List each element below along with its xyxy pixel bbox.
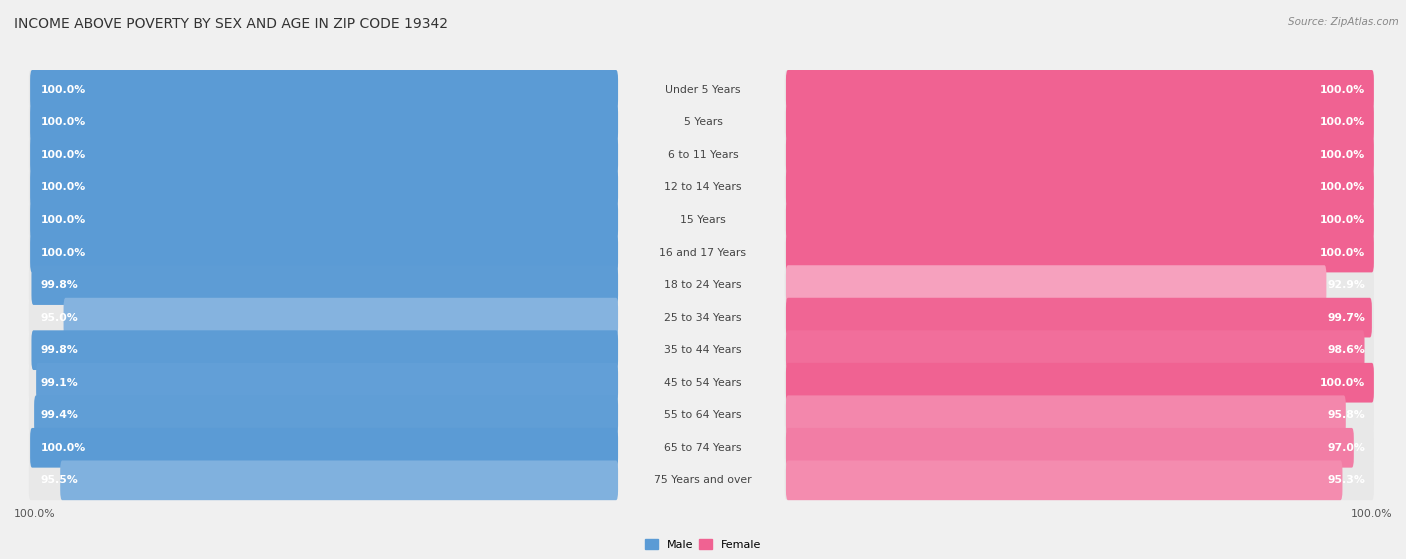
Text: 25 to 34 Years: 25 to 34 Years: [664, 312, 742, 323]
FancyBboxPatch shape: [28, 395, 619, 435]
Text: 99.4%: 99.4%: [41, 410, 79, 420]
Text: 100.0%: 100.0%: [41, 248, 86, 258]
Text: 100.0%: 100.0%: [41, 85, 86, 95]
Text: Under 5 Years: Under 5 Years: [665, 85, 741, 95]
Text: 100.0%: 100.0%: [41, 443, 86, 453]
FancyBboxPatch shape: [28, 265, 619, 305]
FancyBboxPatch shape: [28, 102, 619, 142]
FancyBboxPatch shape: [28, 461, 619, 500]
Text: 95.8%: 95.8%: [1327, 410, 1365, 420]
FancyBboxPatch shape: [785, 330, 1374, 370]
FancyBboxPatch shape: [786, 135, 1374, 175]
FancyBboxPatch shape: [30, 428, 619, 468]
Text: 15 Years: 15 Years: [681, 215, 725, 225]
FancyBboxPatch shape: [785, 461, 1374, 500]
FancyBboxPatch shape: [28, 135, 619, 175]
FancyBboxPatch shape: [31, 265, 619, 305]
Text: 99.1%: 99.1%: [41, 378, 79, 388]
Text: 97.0%: 97.0%: [1327, 443, 1365, 453]
Text: 75 Years and over: 75 Years and over: [654, 475, 752, 485]
FancyBboxPatch shape: [28, 363, 619, 402]
Legend: Male, Female: Male, Female: [640, 535, 766, 554]
Text: 18 to 24 Years: 18 to 24 Years: [664, 280, 742, 290]
FancyBboxPatch shape: [785, 428, 1374, 468]
FancyBboxPatch shape: [28, 428, 619, 468]
Text: 100.0%: 100.0%: [1320, 378, 1365, 388]
FancyBboxPatch shape: [30, 135, 619, 175]
FancyBboxPatch shape: [30, 102, 619, 142]
Text: Source: ZipAtlas.com: Source: ZipAtlas.com: [1288, 17, 1399, 27]
FancyBboxPatch shape: [786, 363, 1374, 402]
FancyBboxPatch shape: [785, 102, 1374, 142]
FancyBboxPatch shape: [30, 70, 619, 110]
FancyBboxPatch shape: [786, 200, 1374, 240]
FancyBboxPatch shape: [786, 233, 1374, 272]
FancyBboxPatch shape: [786, 168, 1374, 207]
Text: 55 to 64 Years: 55 to 64 Years: [664, 410, 742, 420]
Text: 16 and 17 Years: 16 and 17 Years: [659, 248, 747, 258]
FancyBboxPatch shape: [63, 298, 619, 338]
Text: 65 to 74 Years: 65 to 74 Years: [664, 443, 742, 453]
Text: 92.9%: 92.9%: [1327, 280, 1365, 290]
Text: 100.0%: 100.0%: [1320, 248, 1365, 258]
Text: INCOME ABOVE POVERTY BY SEX AND AGE IN ZIP CODE 19342: INCOME ABOVE POVERTY BY SEX AND AGE IN Z…: [14, 17, 449, 31]
FancyBboxPatch shape: [37, 363, 619, 402]
Text: 95.0%: 95.0%: [41, 312, 79, 323]
FancyBboxPatch shape: [30, 200, 619, 240]
FancyBboxPatch shape: [786, 395, 1346, 435]
FancyBboxPatch shape: [785, 70, 1374, 110]
Text: 100.0%: 100.0%: [41, 117, 86, 127]
FancyBboxPatch shape: [31, 330, 619, 370]
FancyBboxPatch shape: [28, 330, 619, 370]
FancyBboxPatch shape: [786, 70, 1374, 110]
Text: 5 Years: 5 Years: [683, 117, 723, 127]
FancyBboxPatch shape: [785, 298, 1374, 338]
FancyBboxPatch shape: [785, 168, 1374, 207]
Text: 6 to 11 Years: 6 to 11 Years: [668, 150, 738, 160]
FancyBboxPatch shape: [28, 233, 619, 272]
Text: 35 to 44 Years: 35 to 44 Years: [664, 345, 742, 355]
FancyBboxPatch shape: [28, 70, 619, 110]
FancyBboxPatch shape: [785, 395, 1374, 435]
FancyBboxPatch shape: [30, 233, 619, 272]
FancyBboxPatch shape: [28, 200, 619, 240]
FancyBboxPatch shape: [785, 233, 1374, 272]
Text: 100.0%: 100.0%: [41, 215, 86, 225]
FancyBboxPatch shape: [785, 135, 1374, 175]
FancyBboxPatch shape: [786, 298, 1372, 338]
FancyBboxPatch shape: [786, 102, 1374, 142]
FancyBboxPatch shape: [786, 330, 1364, 370]
Text: 100.0%: 100.0%: [1320, 85, 1365, 95]
FancyBboxPatch shape: [34, 395, 619, 435]
Text: 12 to 14 Years: 12 to 14 Years: [664, 182, 742, 192]
FancyBboxPatch shape: [28, 168, 619, 207]
FancyBboxPatch shape: [786, 461, 1343, 500]
FancyBboxPatch shape: [785, 200, 1374, 240]
FancyBboxPatch shape: [60, 461, 619, 500]
Text: 100.0%: 100.0%: [1320, 182, 1365, 192]
FancyBboxPatch shape: [785, 265, 1374, 305]
Text: 99.8%: 99.8%: [41, 280, 79, 290]
Text: 100.0%: 100.0%: [1320, 215, 1365, 225]
Text: 100.0%: 100.0%: [1320, 117, 1365, 127]
Text: 95.3%: 95.3%: [1327, 475, 1365, 485]
FancyBboxPatch shape: [786, 428, 1354, 468]
Text: 100.0%: 100.0%: [41, 150, 86, 160]
Text: 45 to 54 Years: 45 to 54 Years: [664, 378, 742, 388]
Text: 99.7%: 99.7%: [1327, 312, 1365, 323]
FancyBboxPatch shape: [28, 298, 619, 338]
FancyBboxPatch shape: [786, 265, 1326, 305]
Text: 95.5%: 95.5%: [41, 475, 79, 485]
FancyBboxPatch shape: [30, 168, 619, 207]
FancyBboxPatch shape: [785, 363, 1374, 402]
Text: 100.0%: 100.0%: [1320, 150, 1365, 160]
Text: 100.0%: 100.0%: [41, 182, 86, 192]
Text: 99.8%: 99.8%: [41, 345, 79, 355]
Text: 98.6%: 98.6%: [1327, 345, 1365, 355]
